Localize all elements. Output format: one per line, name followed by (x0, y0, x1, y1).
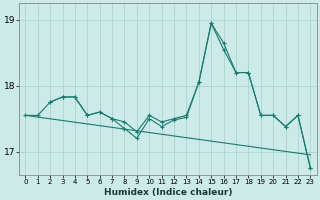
X-axis label: Humidex (Indice chaleur): Humidex (Indice chaleur) (104, 188, 232, 197)
